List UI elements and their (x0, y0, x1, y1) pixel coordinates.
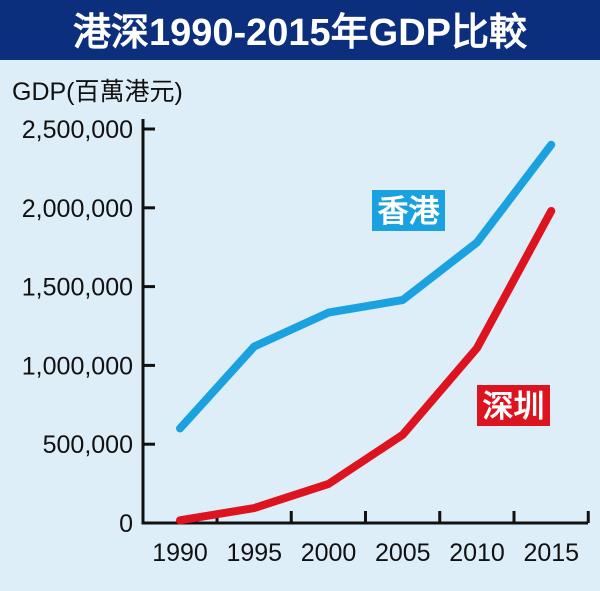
y-tick-label: 0 (119, 510, 133, 538)
legend-label: 香港 (378, 194, 441, 229)
y-tick-label: 2,000,000 (22, 195, 133, 223)
legend-label: 深圳 (483, 389, 545, 424)
y-axis-label: GDP(百萬港元) (12, 78, 183, 106)
legend-box (372, 190, 445, 231)
y-tick-label: 500,000 (43, 431, 133, 459)
series-line-香港 (176, 140, 556, 433)
legend-box (477, 385, 550, 426)
x-tick-label: 2000 (301, 539, 357, 567)
series-line-深圳 (176, 206, 556, 525)
x-tick-label: 1995 (226, 539, 282, 567)
y-tick-label: 2,500,000 (22, 116, 133, 144)
y-tick-label: 1,000,000 (22, 352, 133, 380)
x-tick-label: 1990 (152, 539, 208, 567)
y-tick-label: 1,500,000 (22, 274, 133, 302)
chart-title: 港深1990-2015年GDP比較 (73, 12, 528, 54)
x-tick-label: 2010 (449, 539, 505, 567)
title-bar (0, 0, 600, 60)
x-tick-label: 2005 (375, 539, 431, 567)
x-tick-label: 2015 (523, 539, 579, 567)
